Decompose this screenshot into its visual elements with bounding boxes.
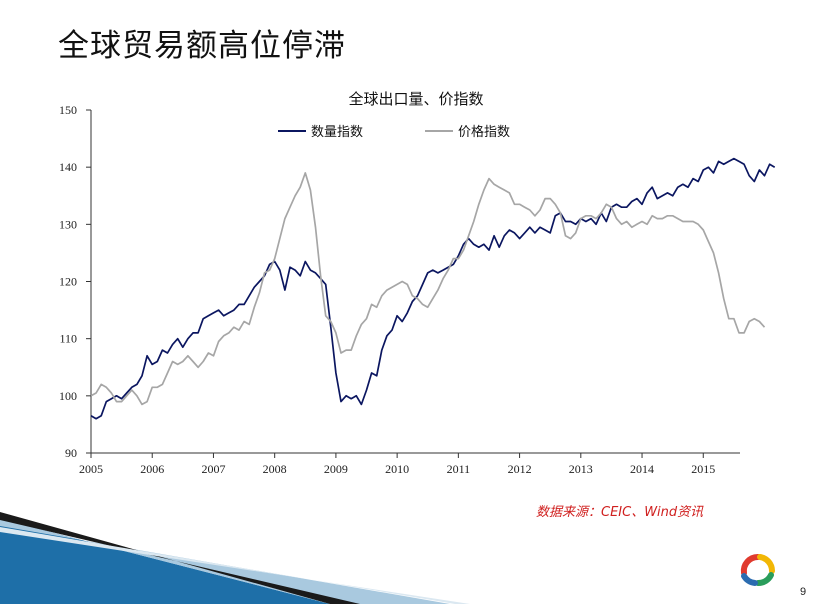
x-tick-label: 2010 xyxy=(385,462,409,476)
x-tick-label: 2012 xyxy=(508,462,532,476)
series-line-export-volume xyxy=(90,157,776,420)
x-tick-label: 2015 xyxy=(691,462,715,476)
y-tick-label: 120 xyxy=(59,275,77,289)
x-tick-label: 2005 xyxy=(79,462,103,476)
x-tick-label: 2009 xyxy=(324,462,348,476)
x-tick-label: 2011 xyxy=(447,462,471,476)
x-tick-label: 2007 xyxy=(201,462,225,476)
x-tick-label: 2006 xyxy=(140,462,164,476)
legend-label-export-volume: 数量指数 xyxy=(311,125,363,140)
y-tick-label: 150 xyxy=(59,103,77,117)
x-tick-label: 2014 xyxy=(630,462,654,476)
y-tick-label: 90 xyxy=(65,446,77,460)
x-tick-label: 2008 xyxy=(263,462,287,476)
legend-label-export-price: 价格指数 xyxy=(458,124,510,140)
slide-title: 全球贸易额高位停滞 xyxy=(58,28,346,64)
chart-title: 全球出口量、价指数 xyxy=(348,90,483,108)
data-source-note: 数据来源：CEIC、Wind资讯 xyxy=(536,505,704,520)
y-tick-label: 100 xyxy=(59,389,77,403)
y-tick-label: 110 xyxy=(59,332,77,346)
x-tick-label: 2013 xyxy=(569,462,593,476)
company-logo-icon xyxy=(740,553,776,586)
y-tick-label: 130 xyxy=(59,217,77,231)
y-tick-label: 140 xyxy=(59,160,77,174)
page-number: 9 xyxy=(800,586,807,598)
series-line-export-price xyxy=(90,172,766,406)
line-chart: 90 100 110 120 130 140 150 2005 2006 2007 2008 2009… xyxy=(59,90,776,476)
